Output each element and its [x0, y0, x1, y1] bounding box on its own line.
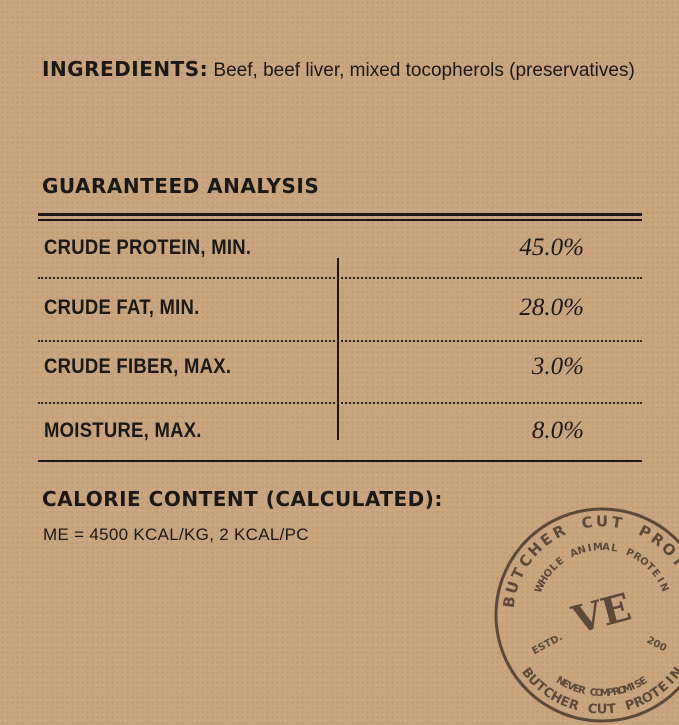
stamp-outer-bottom-letter: T [606, 702, 616, 718]
stamp-inner-letter: A [568, 547, 580, 560]
row-label: CRUDE FAT, MIN. [44, 296, 200, 319]
row-label: MOISTURE, MAX. [44, 419, 202, 442]
row-value: 3.0% [531, 353, 584, 380]
table-top-rule [38, 213, 642, 216]
row-divider [38, 277, 642, 279]
table-row: MOISTURE, MAX. 8.0% [44, 417, 644, 459]
table-row: CRUDE FAT, MIN. 28.0% [44, 294, 644, 336]
calorie-content-value: ME = 4500 KCAL/KG, 2 KCAL/PC [43, 525, 309, 544]
stamp-inner-letter: W [533, 580, 548, 595]
ingredients-text: Beef, beef liver, mixed tocopherols (pre… [208, 60, 635, 81]
stamp-outer-letter: U [596, 513, 608, 531]
stamp-outer-letter: R [550, 521, 569, 543]
guaranteed-analysis-title: GUARANTEED ANALYSIS [42, 174, 320, 198]
row-label: CRUDE FIBER, MAX. [44, 355, 232, 378]
table-row: CRUDE FIBER, MAX. 3.0% [44, 353, 644, 395]
stamp-outer-letter: E [676, 565, 679, 582]
table-row: CRUDE PROTEIN, MIN. 45.0% [44, 234, 644, 276]
calorie-content-title: CALORIE CONTENT (CALCULATED): [42, 487, 443, 511]
table-top-rule-2 [38, 219, 642, 221]
row-label: CRUDE PROTEIN, MIN. [44, 236, 252, 259]
stamp-monogram: VE [566, 584, 635, 643]
stamp-outer-bottom-letter: N [668, 665, 679, 683]
stamp-outer-letter: T [668, 552, 679, 571]
row-value: 8.0% [531, 417, 584, 444]
table-bottom-rule [38, 460, 642, 462]
stamp-inner-letter: L [610, 543, 619, 555]
stamp-inner-letter: N [657, 581, 670, 593]
stamp-bottom-letter: R [577, 685, 588, 698]
row-divider [38, 340, 642, 342]
stamp-year: 200 [645, 635, 669, 655]
stamp-inner-letter: M [593, 542, 604, 554]
stamp-inner-letter: I [587, 543, 593, 554]
ingredients-label: INGREDIENTS: [42, 57, 209, 81]
stamp-outer-letter: B [500, 595, 519, 609]
stamp-inner-letter: P [624, 547, 635, 560]
row-divider [38, 402, 642, 404]
row-value: 28.0% [519, 294, 584, 321]
stamp-outer-letter: U [502, 579, 523, 596]
row-value: 45.0% [519, 234, 584, 261]
ingredients: INGREDIENTS: Beef, beef liver, mixed toc… [42, 56, 642, 84]
stamp-outer-letter: C [580, 513, 594, 533]
stamp-outer-letter: T [610, 513, 624, 533]
stamp-inner-letter: I [654, 576, 665, 585]
table-column-divider [337, 258, 339, 440]
stamp-inner-letter: N [576, 544, 587, 557]
stamp-inner-letter: A [602, 542, 611, 553]
stamp-estd: ESTD. [530, 632, 564, 657]
